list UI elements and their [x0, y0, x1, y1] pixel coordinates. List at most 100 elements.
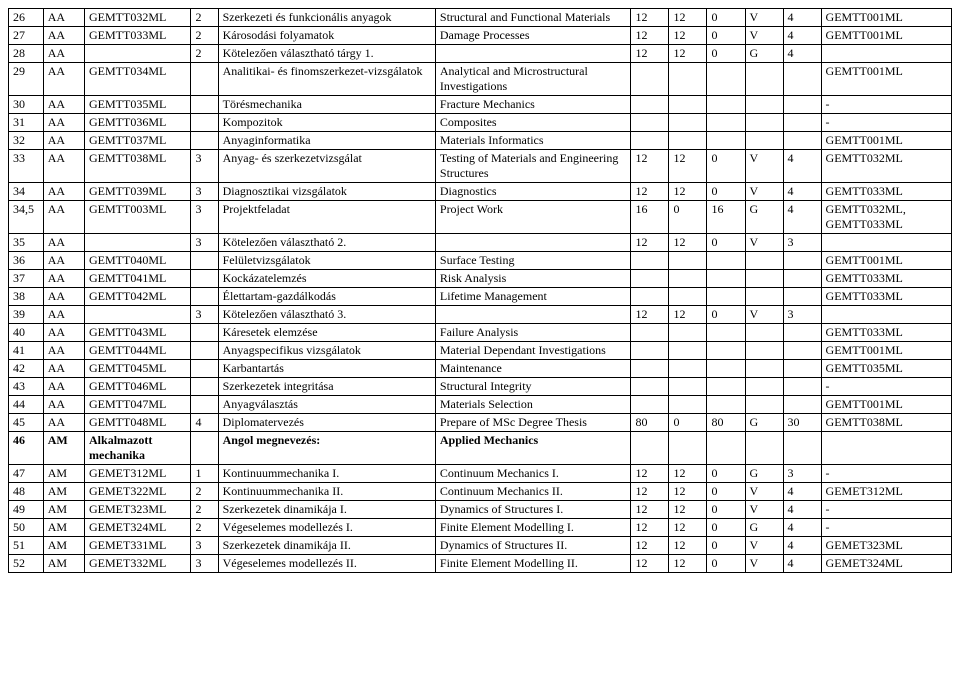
- table-row: 50AMGEMET324ML2Végeselemes modellezés I.…: [9, 519, 952, 537]
- cell-c5: Failure Analysis: [435, 324, 631, 342]
- cell-c6: 12: [631, 501, 669, 519]
- cell-c5: Analytical and Microstructural Investiga…: [435, 63, 631, 96]
- cell-c0: 41: [9, 342, 44, 360]
- cell-c5: Material Dependant Investigations: [435, 342, 631, 360]
- cell-c7: 12: [669, 519, 707, 537]
- cell-c1: AA: [43, 114, 84, 132]
- cell-c7: [669, 96, 707, 114]
- cell-c7: 12: [669, 306, 707, 324]
- cell-c1: AM: [43, 555, 84, 573]
- cell-c7: 12: [669, 27, 707, 45]
- cell-c7: [669, 342, 707, 360]
- cell-c5: Materials Selection: [435, 396, 631, 414]
- cell-c10: 3: [783, 465, 821, 483]
- cell-c4: Szerkezetek dinamikája II.: [218, 537, 435, 555]
- cell-c3: 2: [191, 483, 218, 501]
- cell-c10: 3: [783, 234, 821, 252]
- cell-c1: AA: [43, 96, 84, 114]
- cell-c9: [745, 63, 783, 96]
- cell-c2: [85, 306, 191, 324]
- cell-c1: AA: [43, 201, 84, 234]
- cell-c5: Structural and Functional Materials: [435, 9, 631, 27]
- cell-c11: GEMTT001ML: [821, 252, 951, 270]
- cell-c1: AM: [43, 537, 84, 555]
- cell-c2: GEMTT048ML: [85, 414, 191, 432]
- cell-c10: 30: [783, 414, 821, 432]
- cell-c1: AM: [43, 432, 84, 465]
- cell-c6: 12: [631, 150, 669, 183]
- cell-c8: [707, 96, 745, 114]
- cell-c8: [707, 342, 745, 360]
- cell-c10: [783, 432, 821, 465]
- cell-c2: GEMET323ML: [85, 501, 191, 519]
- cell-c3: 2: [191, 45, 218, 63]
- table-row: 44AAGEMTT047MLAnyagválasztásMaterials Se…: [9, 396, 952, 414]
- cell-c4: Kontinuummechanika II.: [218, 483, 435, 501]
- cell-c8: 0: [707, 537, 745, 555]
- cell-c2: GEMET324ML: [85, 519, 191, 537]
- cell-c4: Diplomatervezés: [218, 414, 435, 432]
- cell-c4: Végeselemes modellezés I.: [218, 519, 435, 537]
- cell-c5: [435, 45, 631, 63]
- cell-c3: 2: [191, 9, 218, 27]
- cell-c8: 0: [707, 183, 745, 201]
- cell-c3: 3: [191, 306, 218, 324]
- cell-c2: GEMET332ML: [85, 555, 191, 573]
- cell-c9: V: [745, 150, 783, 183]
- table-row: 34AAGEMTT039ML3Diagnosztikai vizsgálatok…: [9, 183, 952, 201]
- cell-c7: 12: [669, 150, 707, 183]
- cell-c4: Káresetek elemzése: [218, 324, 435, 342]
- table-row: 34,5AAGEMTT003ML3ProjektfeladatProject W…: [9, 201, 952, 234]
- cell-c0: 43: [9, 378, 44, 396]
- cell-c1: AA: [43, 252, 84, 270]
- cell-c1: AM: [43, 465, 84, 483]
- cell-c0: 27: [9, 27, 44, 45]
- cell-c6: [631, 63, 669, 96]
- cell-c2: GEMTT041ML: [85, 270, 191, 288]
- cell-c3: [191, 288, 218, 306]
- cell-c9: [745, 96, 783, 114]
- cell-c0: 52: [9, 555, 44, 573]
- cell-c9: G: [745, 519, 783, 537]
- cell-c0: 46: [9, 432, 44, 465]
- cell-c0: 29: [9, 63, 44, 96]
- cell-c9: [745, 270, 783, 288]
- cell-c9: [745, 252, 783, 270]
- cell-c7: [669, 288, 707, 306]
- cell-c10: 4: [783, 555, 821, 573]
- cell-c9: G: [745, 45, 783, 63]
- cell-c6: 12: [631, 9, 669, 27]
- cell-c11: GEMTT001ML: [821, 9, 951, 27]
- cell-c2: [85, 45, 191, 63]
- cell-c7: 12: [669, 501, 707, 519]
- table-row: 36AAGEMTT040MLFelületvizsgálatokSurface …: [9, 252, 952, 270]
- table-row: 43AAGEMTT046MLSzerkezetek integritásaStr…: [9, 378, 952, 396]
- table-row: 39AA3Kötelezően választható 3.12120V3: [9, 306, 952, 324]
- cell-c7: [669, 360, 707, 378]
- cell-c10: 4: [783, 501, 821, 519]
- cell-c10: 4: [783, 519, 821, 537]
- cell-c6: [631, 288, 669, 306]
- cell-c5: Dynamics of Structures II.: [435, 537, 631, 555]
- cell-c8: 0: [707, 234, 745, 252]
- cell-c2: GEMET312ML: [85, 465, 191, 483]
- cell-c7: 12: [669, 234, 707, 252]
- cell-c9: [745, 288, 783, 306]
- cell-c2: GEMTT033ML: [85, 27, 191, 45]
- cell-c11: GEMTT001ML: [821, 396, 951, 414]
- cell-c7: 12: [669, 465, 707, 483]
- cell-c7: [669, 324, 707, 342]
- cell-c2: GEMTT039ML: [85, 183, 191, 201]
- cell-c10: 4: [783, 150, 821, 183]
- cell-c3: [191, 342, 218, 360]
- cell-c9: [745, 342, 783, 360]
- cell-c4: Diagnosztikai vizsgálatok: [218, 183, 435, 201]
- cell-c8: 16: [707, 201, 745, 234]
- cell-c0: 33: [9, 150, 44, 183]
- cell-c5: Diagnostics: [435, 183, 631, 201]
- table-row: 45AAGEMTT048ML4DiplomatervezésPrepare of…: [9, 414, 952, 432]
- cell-c5: Damage Processes: [435, 27, 631, 45]
- cell-c0: 39: [9, 306, 44, 324]
- table-row: 38AAGEMTT042MLÉlettartam-gazdálkodásLife…: [9, 288, 952, 306]
- cell-c8: [707, 288, 745, 306]
